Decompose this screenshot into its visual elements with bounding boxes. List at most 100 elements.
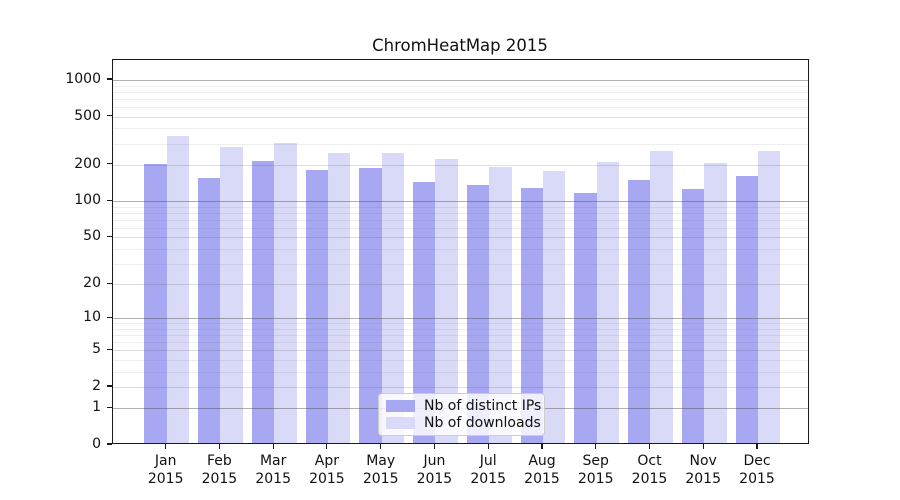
bar-distinct-ips-jun xyxy=(413,182,436,443)
x-tick-label-year: 2015 xyxy=(362,471,399,487)
bar-downloads-aug xyxy=(542,170,566,443)
x-tick-label: Dec 2015 xyxy=(721,452,793,488)
x-tick xyxy=(326,444,328,449)
x-tick-label: Mar 2015 xyxy=(237,452,309,488)
x-tick-label: Feb 2015 xyxy=(183,452,255,488)
bar-distinct-ips-feb xyxy=(198,177,221,443)
x-tick-label-year: 2015 xyxy=(309,471,345,487)
x-tick-label: Apr 2015 xyxy=(291,452,363,488)
x-tick-label-month: Apr xyxy=(314,453,339,469)
bar-distinct-ips-may xyxy=(359,167,382,443)
y-tick-label: 200 xyxy=(74,155,101,172)
x-tick-label-month: May xyxy=(366,453,396,469)
y-tick-label: 500 xyxy=(74,107,101,124)
bar-distinct-ips-nov xyxy=(681,189,705,443)
bar-distinct-ips-apr xyxy=(305,170,328,443)
x-tick-label: Aug 2015 xyxy=(506,452,578,488)
x-tick-label-month: Aug xyxy=(528,453,556,469)
x-tick-label-year: 2015 xyxy=(147,471,184,487)
x-tick xyxy=(702,444,704,449)
y-tick xyxy=(107,348,112,350)
y-tick xyxy=(107,78,112,80)
y-tick xyxy=(107,406,112,408)
legend-swatch-downloads xyxy=(386,417,415,430)
x-tick-label: Jan 2015 xyxy=(130,452,202,488)
bar-distinct-ips-aug xyxy=(520,188,543,443)
legend-label-downloads: Nb of downloads xyxy=(424,415,541,432)
x-tick-label-month: Jun xyxy=(423,453,446,469)
plot-area xyxy=(112,59,809,444)
x-tick-label-year: 2015 xyxy=(470,471,506,487)
x-tick-label: Jul 2015 xyxy=(452,452,524,488)
bar-distinct-ips-mar xyxy=(251,160,275,443)
bar-downloads-nov xyxy=(704,162,727,443)
bar-downloads-may xyxy=(381,153,405,443)
y-tick xyxy=(107,282,112,284)
x-tick-label: Jun 2015 xyxy=(398,452,470,488)
legend-item: Nb of distinct IPs xyxy=(386,397,541,414)
x-tick-label: Sep 2015 xyxy=(560,452,632,488)
x-tick-label-year: 2015 xyxy=(685,471,721,487)
y-tick xyxy=(107,114,112,117)
x-tick xyxy=(380,444,382,449)
y-tick-label: 0 xyxy=(92,436,101,452)
legend-item: Nb of downloads xyxy=(386,415,541,432)
bar-downloads-jul xyxy=(489,166,512,443)
y-tick-label: 1000 xyxy=(65,71,101,87)
x-tick-label-month: Feb xyxy=(206,453,232,469)
bar-downloads-mar xyxy=(274,142,297,443)
bar-downloads-jan xyxy=(166,135,190,443)
legend: Nb of distinct IPs Nb of downloads xyxy=(378,393,545,436)
bar-distinct-ips-jul xyxy=(466,184,490,443)
x-tick-label-month: Mar xyxy=(259,453,287,469)
x-tick xyxy=(648,444,651,449)
x-tick-label-month: Oct xyxy=(637,453,662,469)
x-tick-label-month: Jan xyxy=(154,453,177,469)
bar-downloads-jun xyxy=(435,159,458,443)
y-tick xyxy=(107,443,112,445)
bar-downloads-apr xyxy=(327,152,351,443)
x-tick-label: Oct 2015 xyxy=(614,452,686,488)
y-tick-label: 50 xyxy=(83,228,101,245)
bar-distinct-ips-dec xyxy=(735,176,758,443)
bar-distinct-ips-jan xyxy=(144,163,167,443)
x-tick-label-year: 2015 xyxy=(631,471,668,487)
x-tick xyxy=(218,444,220,449)
x-tick xyxy=(487,444,489,449)
bar-distinct-ips-oct xyxy=(628,180,651,443)
y-tick xyxy=(107,235,112,237)
y-tick-label: 5 xyxy=(92,341,101,358)
bar-downloads-oct xyxy=(650,150,673,443)
y-tick xyxy=(107,385,112,387)
legend-label-distinct-ips: Nb of distinct IPs xyxy=(424,397,542,414)
x-tick-label-year: 2015 xyxy=(201,471,238,487)
x-tick-label-month: Nov xyxy=(689,453,717,469)
y-tick xyxy=(107,316,112,318)
x-tick-label-month: Dec xyxy=(743,453,771,469)
x-tick-label-month: Jul xyxy=(479,453,497,469)
y-tick-label: 10 xyxy=(83,309,101,326)
x-tick-label-year: 2015 xyxy=(577,471,614,487)
x-tick-label-year: 2015 xyxy=(416,471,453,487)
x-tick-label: Nov 2015 xyxy=(667,452,739,488)
y-tick xyxy=(107,199,112,201)
x-tick-label-year: 2015 xyxy=(524,471,560,487)
x-tick xyxy=(433,444,435,449)
bar-downloads-sep xyxy=(596,162,620,443)
legend-swatch-distinct-ips xyxy=(386,399,415,412)
x-tick-label: May 2015 xyxy=(345,452,417,488)
bar-distinct-ips-sep xyxy=(574,193,597,443)
x-tick xyxy=(541,444,543,449)
x-tick xyxy=(272,444,274,449)
x-tick xyxy=(165,444,167,449)
x-tick-label-month: Sep xyxy=(582,453,609,469)
y-tick-label: 1 xyxy=(92,399,101,416)
y-tick-label: 20 xyxy=(83,275,101,292)
y-tick-label: 100 xyxy=(74,192,101,209)
chart-title: ChromHeatMap 2015 xyxy=(372,36,548,55)
bar-downloads-dec xyxy=(757,150,781,443)
y-tick xyxy=(107,163,112,165)
x-tick xyxy=(756,444,758,449)
x-tick-label-year: 2015 xyxy=(255,471,291,487)
